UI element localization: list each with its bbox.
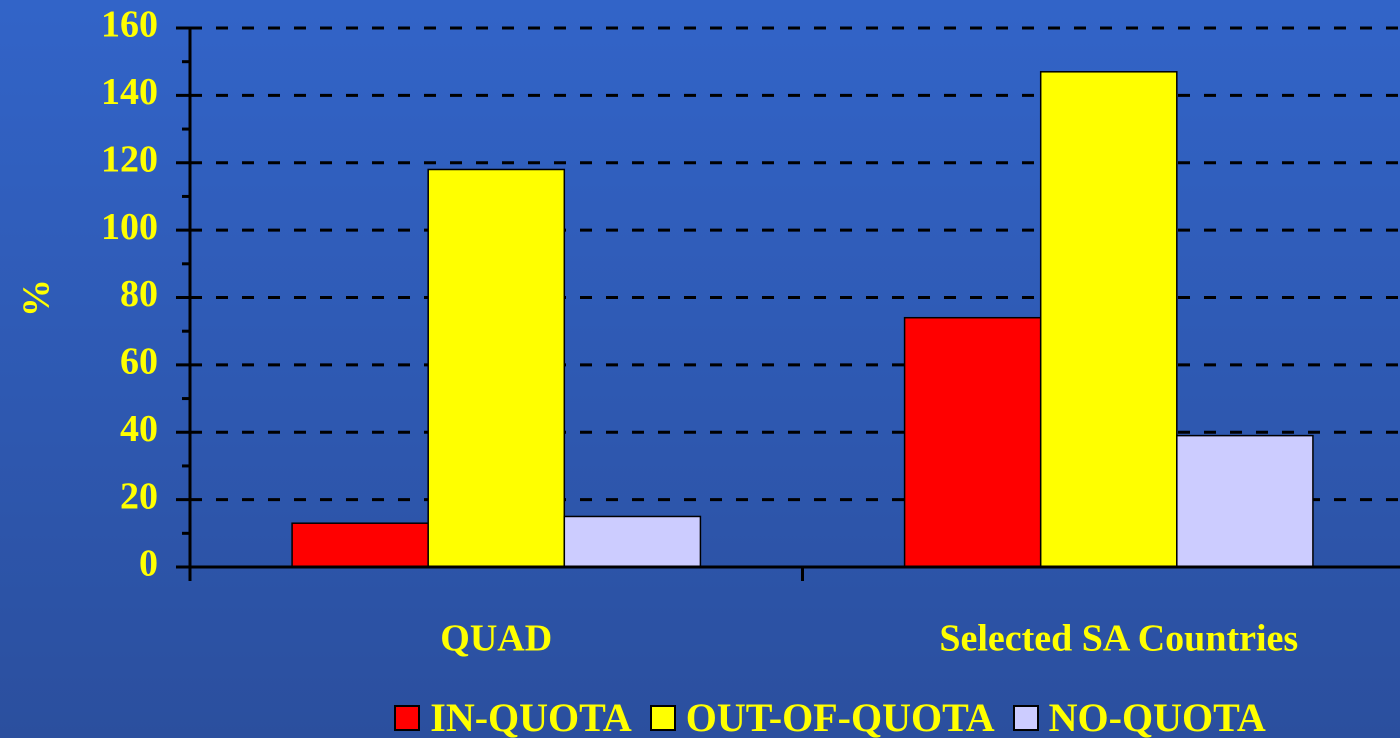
- legend-swatch: [394, 704, 421, 731]
- y-tick-label: 160: [101, 4, 158, 46]
- bar: [563, 515, 702, 568]
- y-tick-label: 80: [120, 273, 158, 315]
- bar: [291, 522, 429, 568]
- y-axis-label: %: [16, 279, 58, 317]
- x-tick-label: Selected SA Countries: [939, 618, 1298, 660]
- legend-label: OUT-OF-QUOTA: [685, 695, 995, 738]
- legend-item: NO-QUOTA: [1012, 694, 1266, 738]
- y-tick-label: 0: [139, 543, 158, 585]
- y-tick-label: 20: [120, 475, 158, 517]
- legend-item: OUT-OF-QUOTA: [649, 694, 995, 738]
- legend-label: IN-QUOTA: [430, 695, 632, 738]
- bar: [1176, 434, 1314, 568]
- y-tick-label: 100: [101, 206, 158, 248]
- chart: % 0 20 40 60 80 100 120 140 160 QUAD Selected SA C…: [16, 4, 1400, 660]
- legend-swatch: [649, 704, 676, 731]
- legend-item: IN-QUOTA: [394, 694, 632, 738]
- y-tick-label: 40: [120, 408, 158, 450]
- bar: [903, 316, 1042, 568]
- bar: [427, 168, 566, 568]
- y-tick-label: 140: [101, 71, 158, 113]
- x-tick-label: QUAD: [440, 618, 552, 660]
- legend-swatch: [1012, 704, 1039, 731]
- y-tick-label: 60: [120, 341, 158, 383]
- y-tick-label: 120: [101, 138, 158, 180]
- legend-label: NO-QUOTA: [1048, 695, 1266, 738]
- bar: [1039, 71, 1178, 568]
- legend: IN-QUOTA OUT-OF-QUOTA NO-QUOTA: [260, 694, 1400, 738]
